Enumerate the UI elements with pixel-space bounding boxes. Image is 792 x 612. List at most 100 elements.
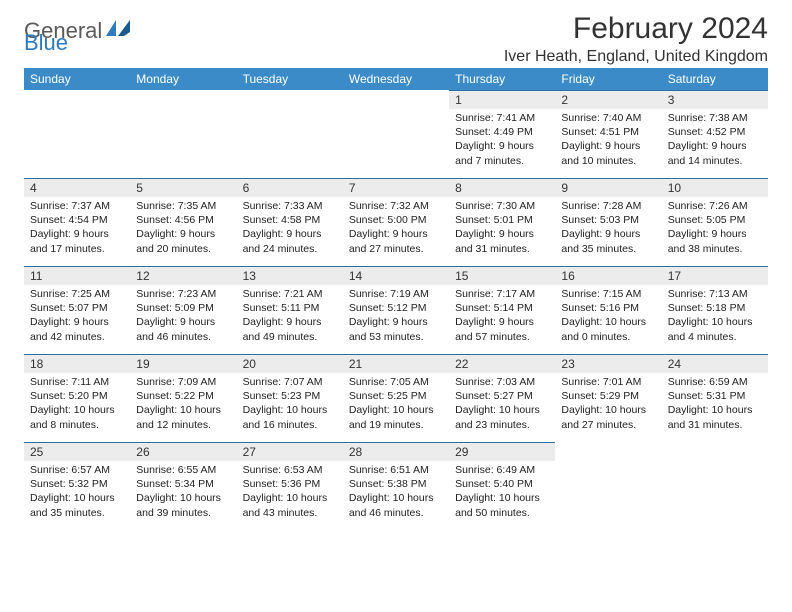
day-details: Sunrise: 6:51 AMSunset: 5:38 PMDaylight:… — [343, 461, 449, 524]
calendar-day-cell: 25Sunrise: 6:57 AMSunset: 5:32 PMDayligh… — [24, 442, 130, 530]
daylight-text: Daylight: 10 hours and 35 minutes. — [30, 491, 124, 519]
day-details: Sunrise: 7:09 AMSunset: 5:22 PMDaylight:… — [130, 373, 236, 436]
day-number: 18 — [24, 354, 130, 373]
day-details: Sunrise: 7:13 AMSunset: 5:18 PMDaylight:… — [662, 285, 768, 348]
sunset-text: Sunset: 5:16 PM — [561, 301, 655, 315]
day-number: 25 — [24, 442, 130, 461]
day-number: 8 — [449, 178, 555, 197]
sunset-text: Sunset: 5:40 PM — [455, 477, 549, 491]
day-header: Friday — [555, 68, 661, 90]
day-number: 27 — [237, 442, 343, 461]
calendar-day-cell: 20Sunrise: 7:07 AMSunset: 5:23 PMDayligh… — [237, 354, 343, 442]
sunrise-text: Sunrise: 6:51 AM — [349, 463, 443, 477]
calendar-day-cell: 12Sunrise: 7:23 AMSunset: 5:09 PMDayligh… — [130, 266, 236, 354]
day-number: 16 — [555, 266, 661, 285]
sunset-text: Sunset: 5:09 PM — [136, 301, 230, 315]
day-header: Saturday — [662, 68, 768, 90]
sunset-text: Sunset: 4:49 PM — [455, 125, 549, 139]
day-details: Sunrise: 7:21 AMSunset: 5:11 PMDaylight:… — [237, 285, 343, 348]
sunrise-text: Sunrise: 7:32 AM — [349, 199, 443, 213]
sunrise-text: Sunrise: 7:05 AM — [349, 375, 443, 389]
calendar-day-cell: 15Sunrise: 7:17 AMSunset: 5:14 PMDayligh… — [449, 266, 555, 354]
day-details: Sunrise: 7:40 AMSunset: 4:51 PMDaylight:… — [555, 109, 661, 172]
calendar-day-cell — [24, 90, 130, 178]
sunset-text: Sunset: 5:20 PM — [30, 389, 124, 403]
day-number: 22 — [449, 354, 555, 373]
sunrise-text: Sunrise: 7:19 AM — [349, 287, 443, 301]
calendar-body: 1Sunrise: 7:41 AMSunset: 4:49 PMDaylight… — [24, 90, 768, 530]
day-number: 26 — [130, 442, 236, 461]
sunrise-text: Sunrise: 7:28 AM — [561, 199, 655, 213]
calendar-day-cell — [130, 90, 236, 178]
daylight-text: Daylight: 9 hours and 49 minutes. — [243, 315, 337, 343]
sunrise-text: Sunrise: 7:11 AM — [30, 375, 124, 389]
sunset-text: Sunset: 5:18 PM — [668, 301, 762, 315]
day-number: 24 — [662, 354, 768, 373]
sunset-text: Sunset: 5:36 PM — [243, 477, 337, 491]
day-details: Sunrise: 7:05 AMSunset: 5:25 PMDaylight:… — [343, 373, 449, 436]
day-header: Thursday — [449, 68, 555, 90]
sunset-text: Sunset: 5:03 PM — [561, 213, 655, 227]
day-details: Sunrise: 7:37 AMSunset: 4:54 PMDaylight:… — [24, 197, 130, 260]
daylight-text: Daylight: 9 hours and 35 minutes. — [561, 227, 655, 255]
day-details: Sunrise: 6:55 AMSunset: 5:34 PMDaylight:… — [130, 461, 236, 524]
day-details: Sunrise: 7:32 AMSunset: 5:00 PMDaylight:… — [343, 197, 449, 260]
calendar-page: General February 2024 Iver Heath, Englan… — [0, 0, 792, 530]
sunset-text: Sunset: 5:11 PM — [243, 301, 337, 315]
day-details: Sunrise: 7:23 AMSunset: 5:09 PMDaylight:… — [130, 285, 236, 348]
calendar-week-row: 25Sunrise: 6:57 AMSunset: 5:32 PMDayligh… — [24, 442, 768, 530]
daylight-text: Daylight: 9 hours and 57 minutes. — [455, 315, 549, 343]
daylight-text: Daylight: 9 hours and 20 minutes. — [136, 227, 230, 255]
daylight-text: Daylight: 9 hours and 31 minutes. — [455, 227, 549, 255]
sunset-text: Sunset: 4:56 PM — [136, 213, 230, 227]
daylight-text: Daylight: 9 hours and 7 minutes. — [455, 139, 549, 167]
sunrise-text: Sunrise: 7:38 AM — [668, 111, 762, 125]
day-number: 4 — [24, 178, 130, 197]
sunset-text: Sunset: 5:23 PM — [243, 389, 337, 403]
calendar-day-cell — [237, 90, 343, 178]
day-details: Sunrise: 7:17 AMSunset: 5:14 PMDaylight:… — [449, 285, 555, 348]
daylight-text: Daylight: 10 hours and 50 minutes. — [455, 491, 549, 519]
sunrise-text: Sunrise: 7:15 AM — [561, 287, 655, 301]
sunset-text: Sunset: 5:27 PM — [455, 389, 549, 403]
day-header: Wednesday — [343, 68, 449, 90]
sunrise-text: Sunrise: 7:07 AM — [243, 375, 337, 389]
calendar-week-row: 18Sunrise: 7:11 AMSunset: 5:20 PMDayligh… — [24, 354, 768, 442]
calendar-day-cell — [662, 442, 768, 530]
day-details: Sunrise: 7:19 AMSunset: 5:12 PMDaylight:… — [343, 285, 449, 348]
calendar-day-cell: 24Sunrise: 6:59 AMSunset: 5:31 PMDayligh… — [662, 354, 768, 442]
daylight-text: Daylight: 10 hours and 19 minutes. — [349, 403, 443, 431]
sunset-text: Sunset: 5:07 PM — [30, 301, 124, 315]
day-details: Sunrise: 7:11 AMSunset: 5:20 PMDaylight:… — [24, 373, 130, 436]
daylight-text: Daylight: 10 hours and 16 minutes. — [243, 403, 337, 431]
daylight-text: Daylight: 10 hours and 46 minutes. — [349, 491, 443, 519]
sunset-text: Sunset: 5:31 PM — [668, 389, 762, 403]
day-number: 29 — [449, 442, 555, 461]
sunset-text: Sunset: 5:14 PM — [455, 301, 549, 315]
daylight-text: Daylight: 10 hours and 31 minutes. — [668, 403, 762, 431]
daylight-text: Daylight: 9 hours and 53 minutes. — [349, 315, 443, 343]
daylight-text: Daylight: 10 hours and 23 minutes. — [455, 403, 549, 431]
calendar-day-cell: 6Sunrise: 7:33 AMSunset: 4:58 PMDaylight… — [237, 178, 343, 266]
day-header: Monday — [130, 68, 236, 90]
calendar-week-row: 4Sunrise: 7:37 AMSunset: 4:54 PMDaylight… — [24, 178, 768, 266]
sunset-text: Sunset: 4:51 PM — [561, 125, 655, 139]
day-details: Sunrise: 6:53 AMSunset: 5:36 PMDaylight:… — [237, 461, 343, 524]
day-details: Sunrise: 7:15 AMSunset: 5:16 PMDaylight:… — [555, 285, 661, 348]
calendar-week-row: 1Sunrise: 7:41 AMSunset: 4:49 PMDaylight… — [24, 90, 768, 178]
calendar-day-cell: 5Sunrise: 7:35 AMSunset: 4:56 PMDaylight… — [130, 178, 236, 266]
day-number: 3 — [662, 90, 768, 109]
sunrise-text: Sunrise: 7:30 AM — [455, 199, 549, 213]
day-number: 11 — [24, 266, 130, 285]
calendar-day-cell: 19Sunrise: 7:09 AMSunset: 5:22 PMDayligh… — [130, 354, 236, 442]
calendar-day-cell: 3Sunrise: 7:38 AMSunset: 4:52 PMDaylight… — [662, 90, 768, 178]
calendar-day-cell: 29Sunrise: 6:49 AMSunset: 5:40 PMDayligh… — [449, 442, 555, 530]
sunrise-text: Sunrise: 7:33 AM — [243, 199, 337, 213]
brand-text-2: Blue — [24, 30, 68, 55]
sunrise-text: Sunrise: 7:40 AM — [561, 111, 655, 125]
sunset-text: Sunset: 5:12 PM — [349, 301, 443, 315]
calendar-day-cell — [555, 442, 661, 530]
daylight-text: Daylight: 9 hours and 17 minutes. — [30, 227, 124, 255]
sunset-text: Sunset: 5:34 PM — [136, 477, 230, 491]
day-details: Sunrise: 7:30 AMSunset: 5:01 PMDaylight:… — [449, 197, 555, 260]
